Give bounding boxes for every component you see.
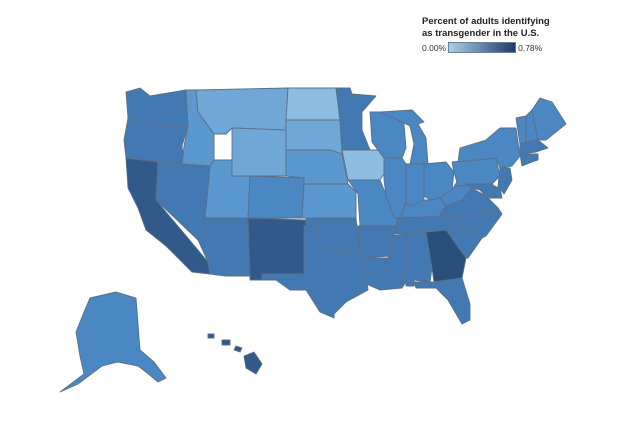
legend-max-label: 0.78% [518,42,543,53]
legend-title-line2: as transgender in the U.S. [422,28,540,39]
state-maine[interactable] [531,97,567,141]
state-south-dakota[interactable] [285,119,343,155]
state-arkansas[interactable] [357,225,397,259]
state-connecticut[interactable] [519,153,533,167]
state-montana[interactable] [195,87,289,135]
state-kansas[interactable] [301,183,357,219]
state-new-york[interactable] [457,127,521,169]
state-oregon[interactable] [123,117,189,165]
state-north-dakota[interactable] [285,87,341,121]
legend-scale: 0.00% 0.78% [422,42,572,53]
state-new-jersey[interactable] [497,167,513,195]
state-rhode-island[interactable] [531,153,539,163]
state-new-mexico[interactable] [247,217,307,281]
legend-gradient-bar [448,42,517,53]
state-texas[interactable] [261,225,369,319]
state-missouri[interactable] [347,179,399,227]
state-maryland[interactable] [465,183,497,199]
state-indiana[interactable] [405,163,425,207]
legend-title-line1: Percent of adults identifying [422,16,550,27]
state-massachusetts[interactable] [519,139,549,155]
state-florida[interactable] [413,277,471,325]
state-wyoming[interactable] [231,127,287,177]
legend-min-label: 0.00% [422,42,447,53]
state-alaska[interactable] [59,291,167,393]
legend: Percent of adults identifying as transge… [422,16,572,53]
state-hawaii[interactable] [207,333,263,375]
state-washington[interactable] [125,87,189,127]
state-colorado[interactable] [247,175,305,219]
state-minnesota[interactable] [335,87,377,151]
